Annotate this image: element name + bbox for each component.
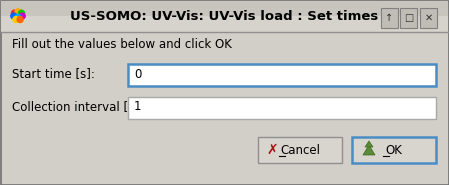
Bar [1,1,448,32]
Bar [258,137,342,163]
Text: 1: 1 [134,100,141,114]
Circle shape [11,13,17,19]
Circle shape [18,10,25,16]
Text: OK: OK [386,144,402,157]
Circle shape [15,9,21,15]
Bar [128,64,436,86]
Text: Cancel: Cancel [280,144,320,157]
Circle shape [12,10,18,16]
Polygon shape [365,141,373,147]
Bar [352,137,436,163]
Circle shape [13,16,19,23]
Text: US-SOMO: UV-Vis: UV-Vis load : Set times: US-SOMO: UV-Vis: UV-Vis load : Set times [70,9,378,23]
Bar [400,8,417,28]
Text: Fill out the values below and click OK: Fill out the values below and click OK [12,38,232,51]
Text: Start time [s]:: Start time [s]: [12,68,95,80]
Polygon shape [363,145,375,155]
Bar [420,8,437,28]
Bar [1,16,448,32]
Circle shape [17,16,23,23]
Text: Collection interval [s]:: Collection interval [s]: [12,100,143,114]
Circle shape [15,14,21,20]
Text: □: □ [404,13,413,23]
Circle shape [19,13,25,19]
Text: 0: 0 [134,68,141,80]
Bar [128,97,436,119]
Text: ✕: ✕ [424,13,432,23]
Bar [381,8,398,28]
Text: ✗: ✗ [266,143,278,157]
Text: ↑: ↑ [385,13,394,23]
